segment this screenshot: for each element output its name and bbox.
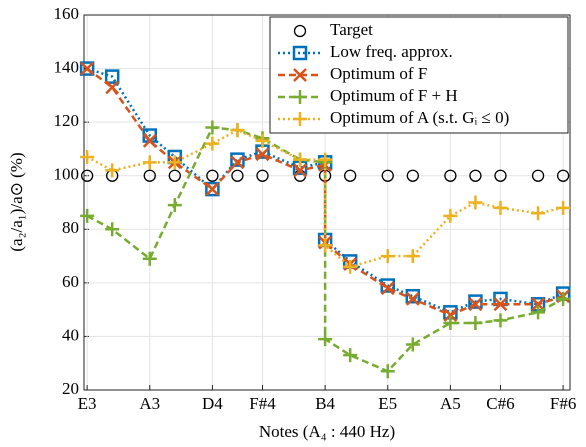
- legend-label: Optimum of A (s.t. Gᵢ ≤ 0): [330, 108, 509, 127]
- legend-marker: [293, 24, 307, 38]
- legend-label: Optimum of F: [330, 64, 427, 83]
- x-tick-label: C#6: [486, 394, 514, 413]
- x-tick-label: E3: [78, 394, 97, 413]
- y-tick-label: 80: [62, 218, 79, 237]
- marker: [405, 337, 420, 352]
- marker: [205, 136, 220, 151]
- marker: [80, 149, 95, 164]
- marker: [444, 169, 457, 182]
- marker: [318, 238, 333, 253]
- marker: [142, 251, 157, 266]
- marker: [256, 169, 269, 182]
- marker: [380, 249, 395, 264]
- x-tick-label: D4: [202, 394, 223, 413]
- marker: [255, 133, 270, 148]
- marker: [381, 169, 394, 182]
- marker: [205, 120, 220, 135]
- legend-label: Target: [330, 20, 373, 39]
- marker: [293, 152, 308, 167]
- plot-frame: [83, 14, 571, 391]
- marker: [142, 134, 157, 148]
- marker: [80, 61, 95, 76]
- y-tick-label: 100: [54, 165, 80, 184]
- marker: [494, 169, 507, 182]
- marker: [556, 200, 571, 215]
- marker: [469, 169, 482, 182]
- x-tick-label: F#6: [550, 394, 576, 413]
- y-tick-label: 60: [62, 272, 79, 291]
- marker: [79, 61, 95, 76]
- marker: [556, 169, 570, 182]
- marker: [493, 200, 508, 215]
- y-tick-label: 20: [62, 379, 79, 398]
- marker: [406, 169, 419, 182]
- marker: [405, 292, 420, 306]
- marker: [230, 152, 245, 167]
- marker: [531, 305, 546, 320]
- marker: [405, 249, 420, 264]
- marker: [167, 155, 182, 170]
- legend-marker: [293, 112, 307, 126]
- legend: Target Low freq. approx. Optimum of F Optim…: [269, 16, 569, 134]
- marker: [80, 208, 95, 223]
- marker: [206, 169, 219, 182]
- marker: [231, 169, 244, 182]
- marker: [230, 123, 245, 138]
- marker: [380, 281, 395, 296]
- marker: [104, 69, 120, 84]
- marker: [468, 294, 483, 309]
- marker: [443, 308, 458, 322]
- marker: [105, 222, 120, 237]
- marker: [167, 198, 182, 213]
- legend-label: Optimum of F + H: [330, 86, 458, 105]
- x-axis-label: Notes (A₄ : 440 Hz): [259, 422, 395, 441]
- marker: [493, 313, 508, 328]
- marker: [293, 163, 307, 178]
- marker: [205, 182, 220, 196]
- y-axis-label: (a₂/a₁)/a⊙ (%): [7, 152, 26, 251]
- marker: [343, 348, 358, 363]
- legend-label: Low freq. approx.: [330, 42, 453, 61]
- marker: [230, 155, 245, 170]
- x-tick-label: B4: [315, 394, 335, 413]
- marker: [105, 80, 120, 95]
- marker: [255, 147, 270, 162]
- marker: [344, 169, 357, 182]
- legend-box: [269, 16, 569, 134]
- y-tick-label: 140: [54, 57, 80, 76]
- marker: [493, 297, 508, 312]
- marker: [380, 364, 395, 379]
- x-tick-label: F#4: [249, 394, 276, 413]
- x-tick-label: A5: [440, 394, 461, 413]
- x-tick-label: A3: [139, 394, 160, 413]
- y-tick-label: 120: [54, 111, 80, 130]
- marker: [443, 316, 458, 331]
- marker: [468, 195, 483, 210]
- marker: [80, 169, 94, 182]
- marker: [343, 259, 358, 274]
- marker: [468, 316, 483, 331]
- marker: [405, 289, 421, 304]
- marker: [205, 181, 220, 197]
- marker: [468, 297, 483, 312]
- x-tick-label: E5: [378, 394, 397, 413]
- y-tick-label: 40: [62, 325, 79, 344]
- marker: [443, 208, 458, 223]
- marker: [168, 169, 181, 182]
- marker: [143, 169, 156, 182]
- legend-marker: [293, 90, 307, 104]
- marker: [318, 332, 333, 347]
- marker: [531, 297, 545, 312]
- marker: [142, 155, 157, 170]
- legend-marker: [293, 68, 307, 82]
- marker: [556, 291, 571, 306]
- marker: [105, 163, 120, 178]
- y-tick-label: 160: [54, 4, 80, 23]
- legend-marker: [292, 45, 308, 61]
- marker: [531, 206, 546, 221]
- marker: [531, 169, 545, 182]
- marker: [318, 152, 333, 167]
